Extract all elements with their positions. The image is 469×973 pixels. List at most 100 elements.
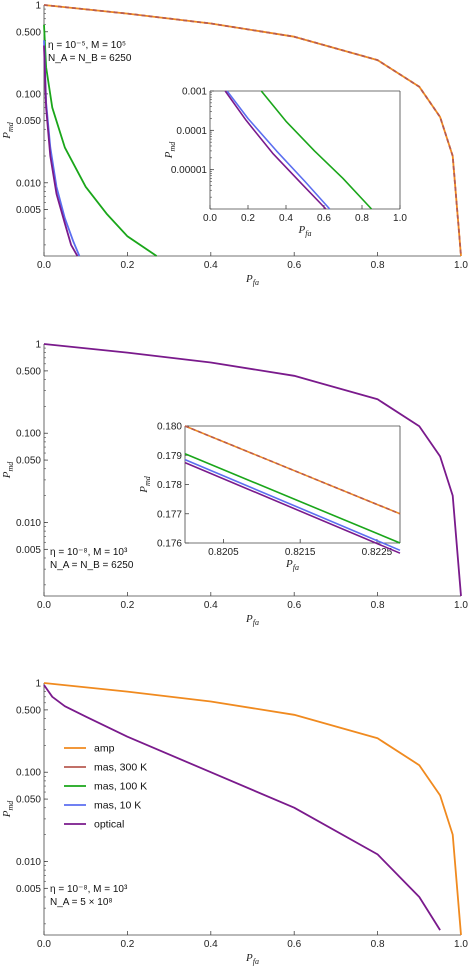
y-axis-label-text: Pmd [163,141,177,160]
legend-label-mas10: mas, 10 K [94,800,141,812]
annotation-line: N_A = N_B = 6250 [50,560,134,571]
x-tick-label: 1.0 [454,260,468,271]
y-tick-label: 0.050 [16,795,41,806]
series-line-optical [43,45,79,257]
x-tick-label: 0.4 [204,939,218,950]
x-tick-label: 0.4 [204,260,218,271]
series-line-amp [43,682,462,936]
annotation-line: η = 10⁻⁸, M = 10³ [50,884,128,895]
y-axis-label: Pmd [1,121,15,140]
series-line-optical [184,461,401,554]
x-axis-label-text: Pfa [298,224,312,238]
x-tick-label: 0.6 [287,260,301,271]
x-tick-label: 0.6 [287,939,301,950]
series-line-mas-100-k [184,453,401,544]
x-tick-label: 1.0 [393,213,407,224]
y-axis-label: Pmd [138,475,152,494]
y-tick-label: 1 [35,679,41,690]
y-tick-label: 0.100 [16,89,41,100]
y-tick-label: 0.050 [16,116,41,127]
series-line-mas-100-k [43,24,158,257]
y-tick-label: 0.005 [16,205,41,216]
legend-label-mas100: mas, 100 K [94,781,147,793]
x-tick-label: 0.2 [120,260,134,271]
x-tick-label: 0.8 [371,260,385,271]
x-axis-label-text: Pfa [245,273,259,287]
y-axis-label-text: Pmd [1,461,15,480]
chart-panel-bottom: 0.0 0.2 0.4 0.6 0.8 1.0 1 0.500 0.100 0.050 0.010 0… [1,679,468,967]
x-axis-label: Pfa [245,613,259,627]
x-axis-label-text: Pfa [245,613,259,627]
x-axis-label: Pfa [245,952,259,966]
series-line-mas-300-k [43,4,462,257]
x-tick-label: 0.6 [287,600,301,611]
y-axis-label: Pmd [1,461,15,480]
x-axis-label-text: Pfa [285,558,299,572]
legend-label-mas300: mas, 300 K [94,762,147,774]
x-axis-label: Pfa [298,224,312,238]
x-axis-label: Pfa [285,558,299,572]
y-tick-label: 0.001 [182,87,207,98]
y-tick-label: 0.005 [16,545,41,556]
inset-top: 0.0 0.2 0.4 0.6 0.8 1.0 0.001 0.0001 0.00001 Pfa P… [163,87,407,239]
chart-panel-middle: 0.0 0.2 0.4 0.6 0.8 1.0 1 0.500 0.100 0.050 0.010 0… [1,340,468,628]
series-line-mas-300-k [184,425,401,515]
x-axis-label-text: Pfa [245,952,259,966]
y-tick-label: 0.100 [16,768,41,779]
annotation-line: N_A = 5 × 10⁸ [50,897,113,908]
x-tick-label: 0.8225 [362,547,393,558]
y-axis-label: Pmd [1,800,15,819]
series-line-mas-10-k [226,90,331,210]
series-line-optical [43,684,441,931]
x-tick-label: 0.2 [241,213,255,224]
x-tick-label: 0.2 [120,939,134,950]
x-tick-label: 1.0 [454,600,468,611]
x-tick-label: 0.0 [203,213,217,224]
x-tick-label: 0.6 [317,213,331,224]
x-tick-label: 0.4 [204,600,218,611]
x-tick-label: 1.0 [454,939,468,950]
x-tick-label: 0.0 [37,260,51,271]
y-tick-label: 0.100 [16,429,41,440]
y-tick-label: 0.00001 [171,165,208,176]
x-tick-label: 0.0 [37,600,51,611]
y-axis-label-text: Pmd [138,475,152,494]
x-tick-label: 0.8205 [208,547,239,558]
y-tick-label: 0.050 [16,456,41,467]
inset-background [185,426,400,543]
y-tick-label: 0.010 [16,178,41,189]
x-tick-label: 0.8 [355,213,369,224]
y-tick-label: 0.005 [16,884,41,895]
y-tick-label: 1 [35,340,41,351]
y-tick-label: 0.0001 [176,126,207,137]
x-axis-label: Pfa [245,273,259,287]
annotation-line: N_A = N_B = 6250 [48,53,132,64]
x-tick-label: 0.0 [37,939,51,950]
y-tick-label: 0.500 [16,366,41,377]
y-tick-label: 0.180 [157,422,182,433]
inset-middle: 0.8205 0.8215 0.8225 0.180 0.179 0.178 0.177 0.… [138,422,401,572]
y-tick-label: 0.177 [157,509,182,520]
y-tick-label: 0.010 [16,857,41,868]
series-line-mas-10-k [184,458,401,552]
legend: amp mas, 300 K mas, 100 K mas, 10 K optical [64,743,147,831]
y-tick-label: 0.176 [157,539,182,550]
series-line-optical [224,90,327,210]
annotation-line: η = 10⁻⁵, M = 10⁵ [48,40,126,51]
annotation-line: η = 10⁻⁸, M = 10³ [50,547,128,558]
chart-panel-top: 0.0 0.2 0.4 0.6 0.8 1.0 1 0.500 0.100 0.050 0.010 0… [1,1,468,288]
y-axis-label-text: Pmd [1,800,15,819]
series-line-mas-100-k [260,90,373,210]
x-tick-label: 0.2 [120,600,134,611]
y-tick-label: 1 [35,1,41,12]
x-tick-label: 0.8 [371,939,385,950]
legend-label-optical: optical [94,819,124,831]
y-axis-label: Pmd [163,141,177,160]
x-tick-label: 0.4 [279,213,293,224]
y-tick-label: 0.179 [157,451,182,462]
y-tick-label: 0.500 [16,705,41,716]
y-axis-label-text: Pmd [1,121,15,140]
legend-label-amp: amp [94,743,115,755]
y-tick-label: 0.010 [16,518,41,529]
